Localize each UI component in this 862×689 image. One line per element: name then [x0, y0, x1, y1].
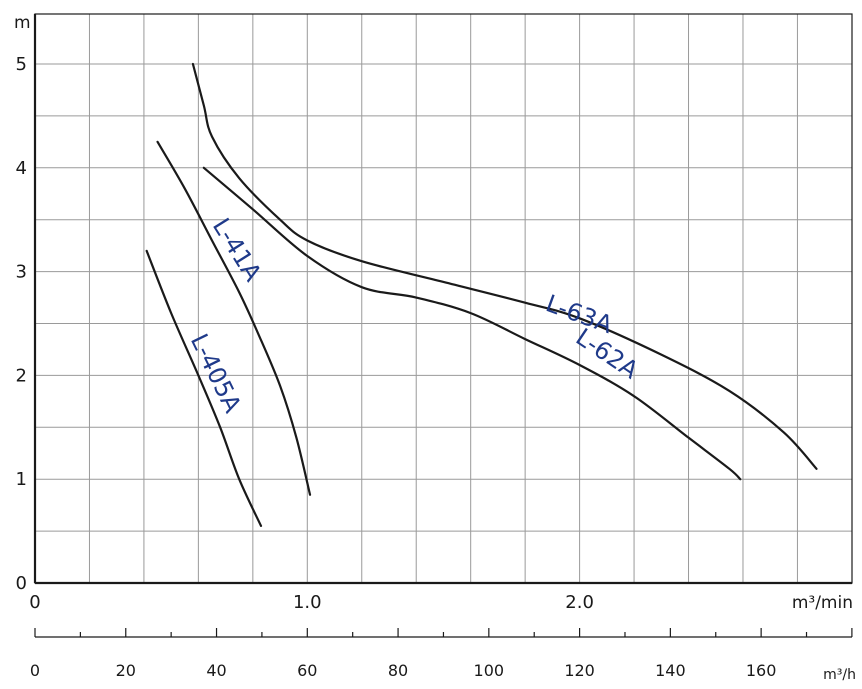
y-tick-label: 2: [16, 365, 27, 386]
series-group: [145, 62, 818, 528]
series-line-l-405a: [145, 249, 263, 528]
tick-labels: 0 1 2 3 4 5 m 0 1.0 2.0 m³/min: [14, 13, 853, 613]
series-line-l-41a: [156, 140, 312, 496]
secondary-tick-label: 80: [388, 661, 408, 680]
x-axis-unit: m³/min: [792, 593, 853, 613]
series-label-l-405a: L-405A: [185, 329, 247, 417]
y-tick-label: 1: [16, 469, 27, 490]
plot-frame: [34, 13, 853, 584]
x-tick-label: 2.0: [565, 592, 594, 613]
secondary-tick-label: 60: [297, 661, 317, 680]
secondary-tick-label: 140: [655, 661, 686, 680]
secondary-tick-label: 100: [474, 661, 505, 680]
x-tick-label: 0: [29, 592, 40, 613]
secondary-tick-label: 160: [746, 661, 777, 680]
secondary-tick-label: 120: [564, 661, 595, 680]
secondary-tick-label: 40: [206, 661, 226, 680]
y-tick-label: 4: [16, 158, 27, 179]
axes: [33, 13, 853, 585]
y-tick-label: 5: [16, 54, 27, 75]
secondary-tick-label: 0: [30, 661, 40, 680]
secondary-tick-label: 20: [116, 661, 136, 680]
y-tick-label: 0: [16, 573, 27, 594]
series-line-l-63a: [191, 62, 818, 470]
secondary-scale: 0 20 40 60 80 100 120 140 160 m³/h: [30, 628, 856, 683]
x-tick-label: 1.0: [293, 592, 322, 613]
y-axis-unit: m: [14, 13, 31, 33]
secondary-axis-unit: m³/h: [823, 667, 856, 683]
grid: [35, 14, 852, 583]
y-tick-label: 3: [16, 262, 27, 283]
series-line-l-62a: [202, 166, 742, 481]
